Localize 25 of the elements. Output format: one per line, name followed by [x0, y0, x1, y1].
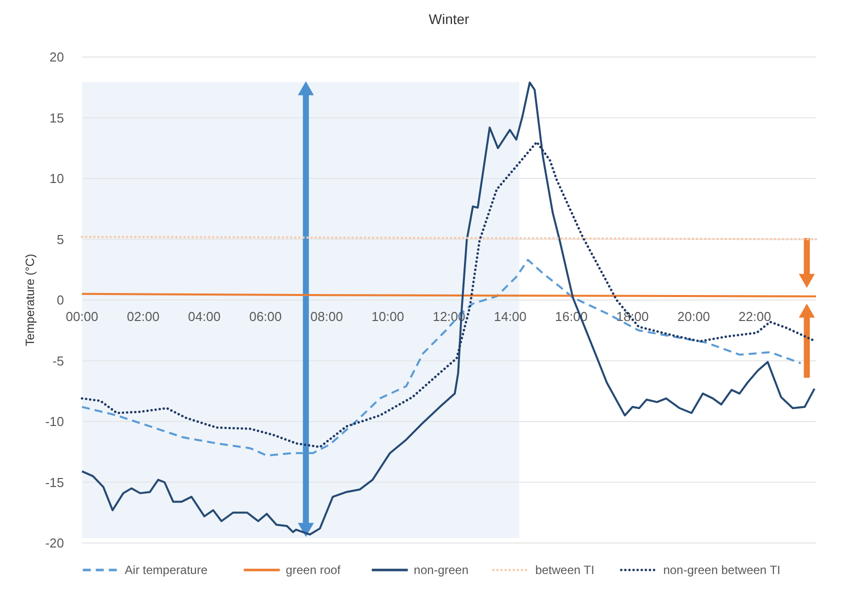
legend-label: non-green	[414, 563, 469, 577]
chart-title: Winter	[428, 11, 470, 27]
x-tick-label: 02:00	[126, 309, 160, 324]
y-tick-label: -15	[45, 474, 64, 490]
x-tick-label: 00:00	[66, 309, 98, 324]
x-tick-label: 20:00	[677, 309, 710, 324]
legend-label: Air temperature	[124, 563, 208, 577]
legend-label: between TI	[535, 563, 594, 577]
y-tick-label: -5	[52, 353, 64, 368]
x-tick-label: 08:00	[310, 309, 343, 324]
y-tick-label: 10	[50, 171, 64, 186]
x-tick-label: 06:00	[249, 309, 282, 324]
x-tick-label: 22:00	[738, 309, 772, 324]
y-tick-label: -10	[45, 414, 64, 430]
y-tick-label: 0	[56, 292, 64, 308]
y-tick-label: -20	[45, 536, 64, 551]
x-tick-label: 04:00	[188, 309, 221, 324]
legend-label: green roof	[286, 563, 342, 577]
x-tick-label: 14:00	[494, 309, 526, 324]
y-tick-label: 5	[56, 232, 64, 247]
legend-label: non-green between TI	[663, 563, 780, 577]
y-axis-title: Temperature (°C)	[23, 254, 37, 346]
x-tick-label: 10:00	[372, 309, 404, 324]
y-tick-label: 20	[50, 50, 64, 65]
y-tick-label: 15	[50, 110, 64, 126]
